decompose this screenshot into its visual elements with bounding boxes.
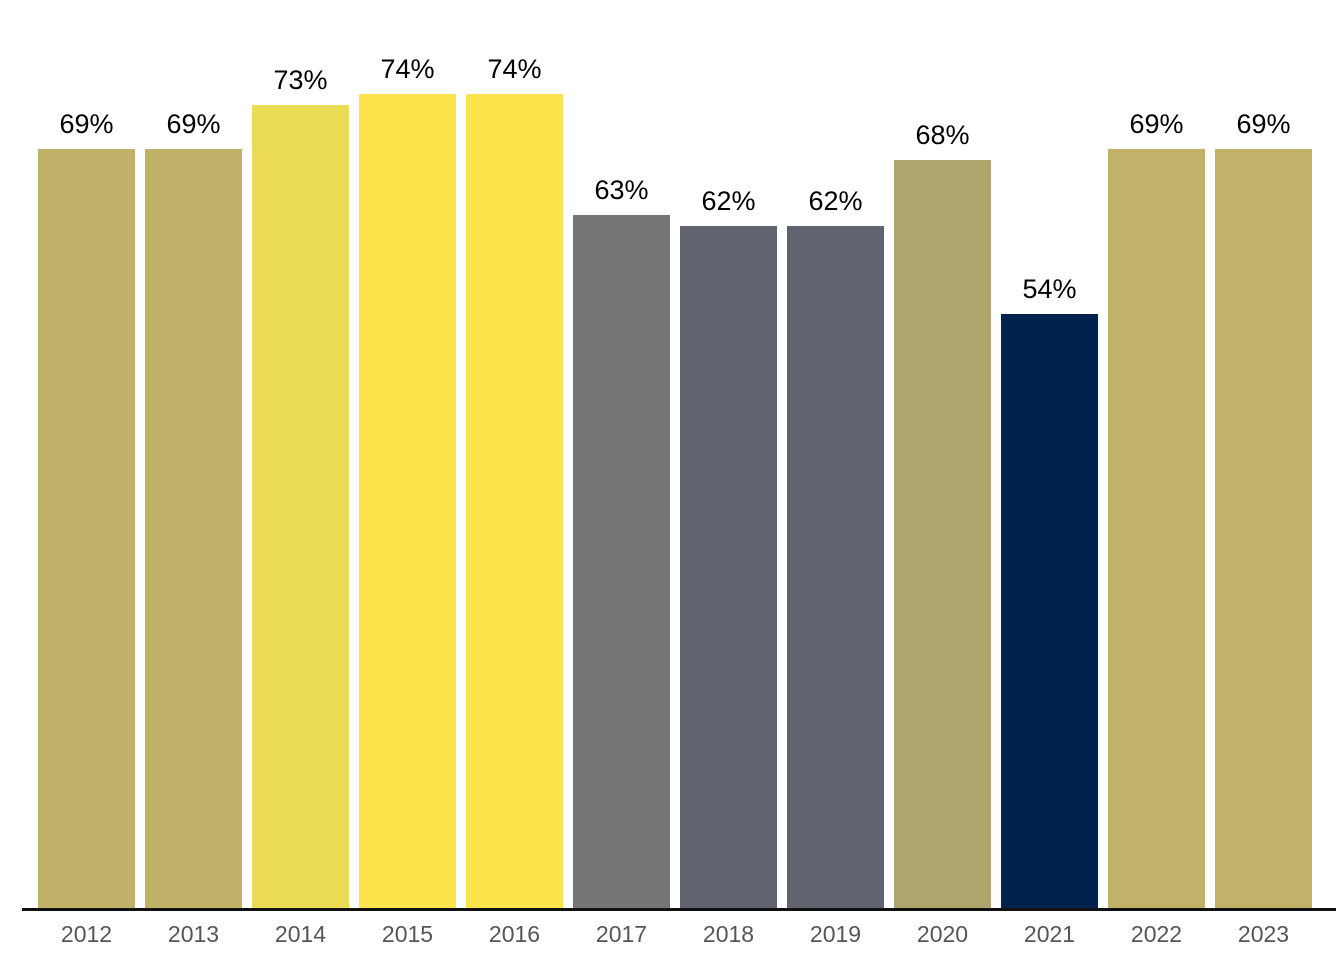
bar-group-2013: 69%	[145, 0, 242, 908]
bar-group-2021: 54%	[1001, 0, 1098, 908]
bar-value-label: 74%	[380, 54, 435, 85]
x-tick-label-2017: 2017	[595, 921, 648, 947]
bar-value-label: 54%	[1022, 274, 1077, 305]
bar-group-2023: 69%	[1215, 0, 1312, 908]
bar-value-label: 73%	[273, 65, 328, 96]
bar-2017	[573, 215, 670, 908]
bar-2020	[894, 160, 991, 908]
x-tick-label-2021: 2021	[1023, 921, 1076, 947]
bar-value-label: 69%	[1129, 109, 1184, 140]
bar-group-2022: 69%	[1108, 0, 1205, 908]
bar-value-label: 62%	[701, 186, 756, 217]
bar-value-label: 63%	[594, 175, 649, 206]
bar-2022	[1108, 149, 1205, 908]
x-tick-label-2022: 2022	[1130, 921, 1183, 947]
x-tick-label-2023: 2023	[1237, 921, 1290, 947]
x-tick-label-2015: 2015	[381, 921, 434, 947]
bar-value-label: 74%	[487, 54, 542, 85]
bar-2021	[1001, 314, 1098, 908]
x-tick-label-2018: 2018	[702, 921, 755, 947]
bar-value-label: 68%	[915, 120, 970, 151]
x-axis-line	[22, 908, 1336, 911]
x-tick-label-2013: 2013	[167, 921, 220, 947]
bar-2014	[252, 105, 349, 908]
bar-2013	[145, 149, 242, 908]
bar-2019	[787, 226, 884, 908]
bar-value-label: 69%	[166, 109, 221, 140]
bar-group-2019: 62%	[787, 0, 884, 908]
bar-group-2015: 74%	[359, 0, 456, 908]
bar-2012	[38, 149, 135, 908]
bar-2016	[466, 94, 563, 908]
x-tick-label-2012: 2012	[60, 921, 113, 947]
bar-2023	[1215, 149, 1312, 908]
bar-group-2016: 74%	[466, 0, 563, 908]
x-tick-label-2016: 2016	[488, 921, 541, 947]
bar-group-2020: 68%	[894, 0, 991, 908]
x-axis-tick-labels: 2012 2013 2014 2015 2016 2017 2018 2019 2020 2021…	[0, 921, 1344, 948]
bar-value-label: 62%	[808, 186, 863, 217]
bar-group-2018: 62%	[680, 0, 777, 908]
bar-2015	[359, 94, 456, 908]
bar-group-2014: 73%	[252, 0, 349, 908]
x-tick-label-2020: 2020	[916, 921, 969, 947]
x-tick-label-2014: 2014	[274, 921, 327, 947]
plot-area: 69% 69% 73% 74% 74% 63% 62% 62% 68% 54% 69% 69%	[38, 0, 1312, 908]
bar-value-label: 69%	[1236, 109, 1291, 140]
bar-value-label: 69%	[59, 109, 114, 140]
x-tick-label-2019: 2019	[809, 921, 862, 947]
bar-group-2017: 63%	[573, 0, 670, 908]
bar-2018	[680, 226, 777, 908]
bar-group-2012: 69%	[38, 0, 135, 908]
